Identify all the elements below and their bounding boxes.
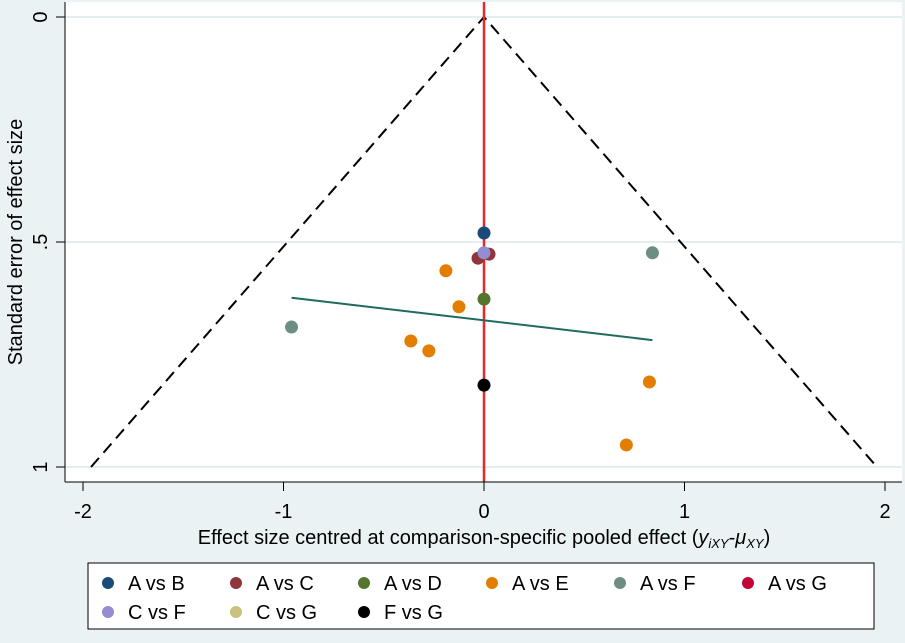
legend-label: A vs F	[640, 573, 696, 595]
data-point-a-vs-f	[645, 246, 659, 260]
data-point-a-vs-e	[452, 300, 466, 314]
data-point-a-vs-e	[422, 344, 436, 358]
legend-marker	[358, 606, 370, 618]
legend-label: A vs D	[384, 573, 442, 595]
legend-marker	[230, 606, 242, 618]
x-tick-label: 2	[879, 501, 890, 523]
legend-label: A vs G	[768, 573, 827, 595]
legend-marker	[486, 577, 498, 589]
legend-box	[87, 562, 875, 630]
y-tick-label: 0	[30, 11, 52, 22]
data-point-a-vs-e	[619, 438, 633, 452]
data-point-a-vs-e	[404, 334, 418, 348]
legend-label: A vs B	[128, 573, 185, 595]
y-axis-label: Standard error of effect size	[5, 119, 27, 365]
data-point-c-vs-f	[477, 246, 491, 260]
legend-marker	[102, 606, 114, 618]
legend-label: F vs G	[384, 602, 443, 624]
data-point-a-vs-f	[285, 320, 299, 334]
legend-label: C vs F	[128, 602, 186, 624]
x-tick-label: -1	[275, 501, 293, 523]
y-tick-label: .5	[30, 234, 52, 251]
x-tick-label: 1	[679, 501, 690, 523]
legend: A vs B A vs C A vs D A vs E A vs F A vs G C vs…	[102, 573, 827, 624]
x-tick-label: 0	[478, 501, 489, 523]
legend-label: A vs C	[256, 573, 314, 595]
legend-marker	[358, 577, 370, 589]
y-tick-label: 1	[30, 461, 52, 472]
data-point-a-vs-b	[477, 226, 491, 240]
data-point-f-vs-g	[477, 378, 491, 392]
legend-marker	[230, 577, 242, 589]
legend-marker	[102, 577, 114, 589]
legend-marker	[742, 577, 754, 589]
x-axis-label: Effect size centred at comparison-specif…	[198, 527, 771, 551]
data-point-a-vs-d	[477, 292, 491, 306]
regression-line	[291, 296, 653, 342]
x-tick-label: -2	[74, 501, 92, 523]
legend-label: C vs G	[256, 602, 317, 624]
data-point-a-vs-e	[439, 264, 453, 278]
legend-marker	[614, 577, 626, 589]
legend-label: A vs E	[512, 573, 569, 595]
data-point-a-vs-e	[642, 375, 656, 389]
